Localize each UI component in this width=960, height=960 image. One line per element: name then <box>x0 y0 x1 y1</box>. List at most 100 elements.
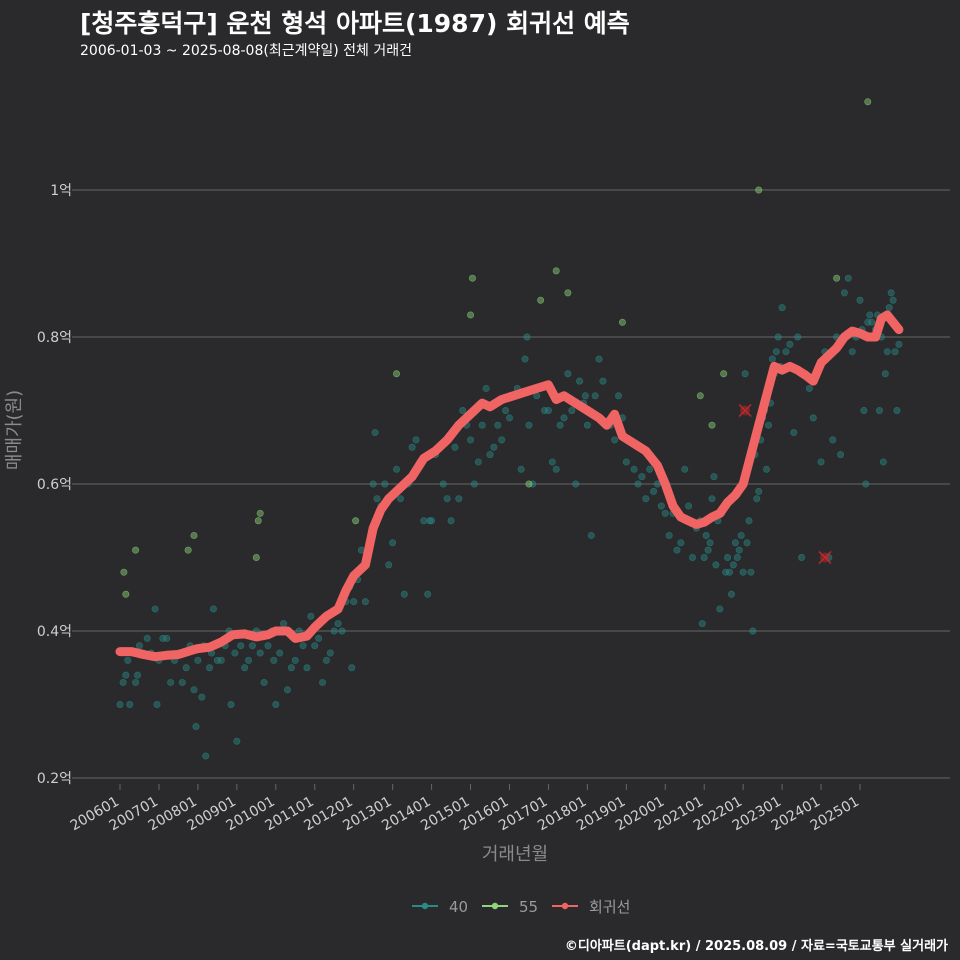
data-point-40 <box>330 627 338 635</box>
data-point-40 <box>544 406 552 414</box>
data-point-40 <box>541 406 549 414</box>
data-point-40 <box>396 495 404 503</box>
data-point-40 <box>893 406 901 414</box>
data-point-40 <box>459 406 467 414</box>
data-point-40 <box>182 664 190 672</box>
legend-label: 55 <box>519 898 538 916</box>
data-point-40 <box>350 598 358 606</box>
data-point-40 <box>116 700 124 708</box>
data-point-40 <box>702 531 710 539</box>
data-point-40 <box>708 495 716 503</box>
data-point-55 <box>833 274 841 282</box>
data-point-55 <box>252 553 260 561</box>
data-point-40 <box>763 465 771 473</box>
source-caption: ©디아파트(dapt.kr) / 2025.08.09 / 자료=국토교통부 실… <box>564 939 948 954</box>
data-point-40 <box>319 678 327 686</box>
data-point-40 <box>726 568 734 576</box>
data-point-40 <box>891 348 899 356</box>
data-point-40 <box>650 487 658 495</box>
outlier-cross <box>818 550 832 565</box>
data-point-40 <box>447 517 455 525</box>
data-point-40 <box>248 642 256 650</box>
data-point-40 <box>467 436 475 444</box>
data-point-40 <box>393 465 401 473</box>
data-point-40 <box>622 458 630 466</box>
data-point-40 <box>135 642 143 650</box>
data-point-40 <box>126 700 134 708</box>
legend-label: 회귀선 <box>589 898 630 916</box>
data-point-40 <box>523 333 531 341</box>
data-point-40 <box>840 289 848 297</box>
data-point-40 <box>338 627 346 635</box>
data-point-40 <box>681 465 689 473</box>
data-point-40 <box>420 517 428 525</box>
data-point-40 <box>521 355 529 363</box>
data-point-40 <box>677 539 685 547</box>
data-point-40 <box>724 553 732 561</box>
outlier-cross <box>738 403 752 418</box>
data-point-40 <box>786 340 794 348</box>
data-point-40 <box>373 495 381 503</box>
data-point-40 <box>482 384 490 392</box>
data-point-40 <box>866 311 874 319</box>
data-point-40 <box>231 649 239 657</box>
data-point-40 <box>486 451 494 459</box>
data-point-40 <box>213 656 221 664</box>
data-point-40 <box>611 436 619 444</box>
data-point-55 <box>618 318 626 326</box>
y-tick-label: 0.2억 <box>37 771 72 787</box>
data-point-40 <box>272 700 280 708</box>
data-point-40 <box>790 429 798 437</box>
data-point-40 <box>385 561 393 569</box>
data-point-40 <box>665 531 673 539</box>
data-point-40 <box>233 737 241 745</box>
data-point-40 <box>428 517 436 525</box>
data-point-40 <box>794 333 802 341</box>
data-point-40 <box>587 531 595 539</box>
data-point-40 <box>256 649 264 657</box>
data-point-40 <box>722 568 730 576</box>
data-point-40 <box>885 304 893 312</box>
data-point-55 <box>708 421 716 429</box>
data-point-40 <box>502 406 510 414</box>
data-point-40 <box>548 458 556 466</box>
data-point-55 <box>256 509 264 517</box>
data-point-40 <box>798 553 806 561</box>
data-point-40 <box>868 318 876 326</box>
chart-title: [청주흥덕구] 운천 형석 아파트(1987) 회귀선 예측 <box>80 9 630 38</box>
data-point-40 <box>178 678 186 686</box>
data-point-40 <box>673 546 681 554</box>
data-point-40 <box>747 568 755 576</box>
data-point-55 <box>696 392 704 400</box>
data-point-40 <box>264 642 272 650</box>
data-point-40 <box>119 678 127 686</box>
data-point-40 <box>190 686 198 694</box>
data-point-40 <box>739 568 747 576</box>
data-point-40 <box>303 664 311 672</box>
data-point-40 <box>700 553 708 561</box>
x-axis-title: 거래년월 <box>482 844 548 865</box>
data-point-40 <box>809 414 817 422</box>
data-point-40 <box>283 686 291 694</box>
data-point-40 <box>657 502 665 510</box>
data-point-40 <box>124 656 132 664</box>
data-point-40 <box>887 289 895 297</box>
data-point-40 <box>498 436 506 444</box>
data-point-40 <box>280 620 288 628</box>
data-point-40 <box>326 649 334 657</box>
data-point-40 <box>737 531 745 539</box>
data-point-40 <box>768 355 776 363</box>
data-point-40 <box>424 590 432 598</box>
data-point-40 <box>844 274 852 282</box>
data-point-40 <box>895 340 903 348</box>
data-point-40 <box>153 700 161 708</box>
data-point-55 <box>864 98 872 106</box>
data-point-55 <box>120 568 128 576</box>
data-point-40 <box>772 348 780 356</box>
data-point-40 <box>733 553 741 561</box>
data-point-40 <box>291 656 299 664</box>
data-point-40 <box>727 590 735 598</box>
data-point-40 <box>774 333 782 341</box>
data-point-40 <box>879 458 887 466</box>
data-point-40 <box>217 656 225 664</box>
